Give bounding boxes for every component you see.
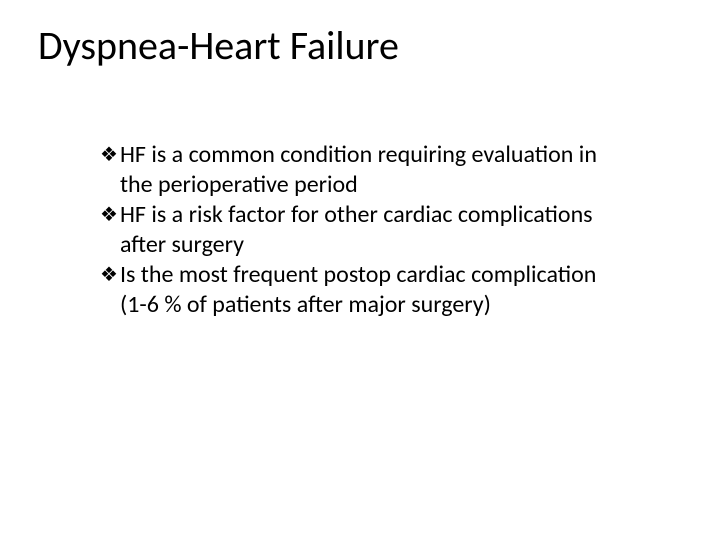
diamond-bullet-icon: ❖ [100,140,118,170]
slide-body: ❖ HF is a common condition requiring eva… [100,140,620,320]
bullet-text: Is the most frequent postop cardiac comp… [120,260,620,320]
slide-title: Dyspnea-Heart Failure [38,24,399,68]
bullet-text: HF is a common condition requiring evalu… [120,140,620,200]
diamond-bullet-icon: ❖ [100,200,118,230]
diamond-bullet-icon: ❖ [100,260,118,290]
list-item: ❖ HF is a common condition requiring eva… [100,140,620,200]
list-item: ❖ Is the most frequent postop cardiac co… [100,260,620,320]
list-item: ❖ HF is a risk factor for other cardiac … [100,200,620,260]
bullet-text: HF is a risk factor for other cardiac co… [120,200,620,260]
slide: Dyspnea-Heart Failure ❖ HF is a common c… [0,0,720,540]
